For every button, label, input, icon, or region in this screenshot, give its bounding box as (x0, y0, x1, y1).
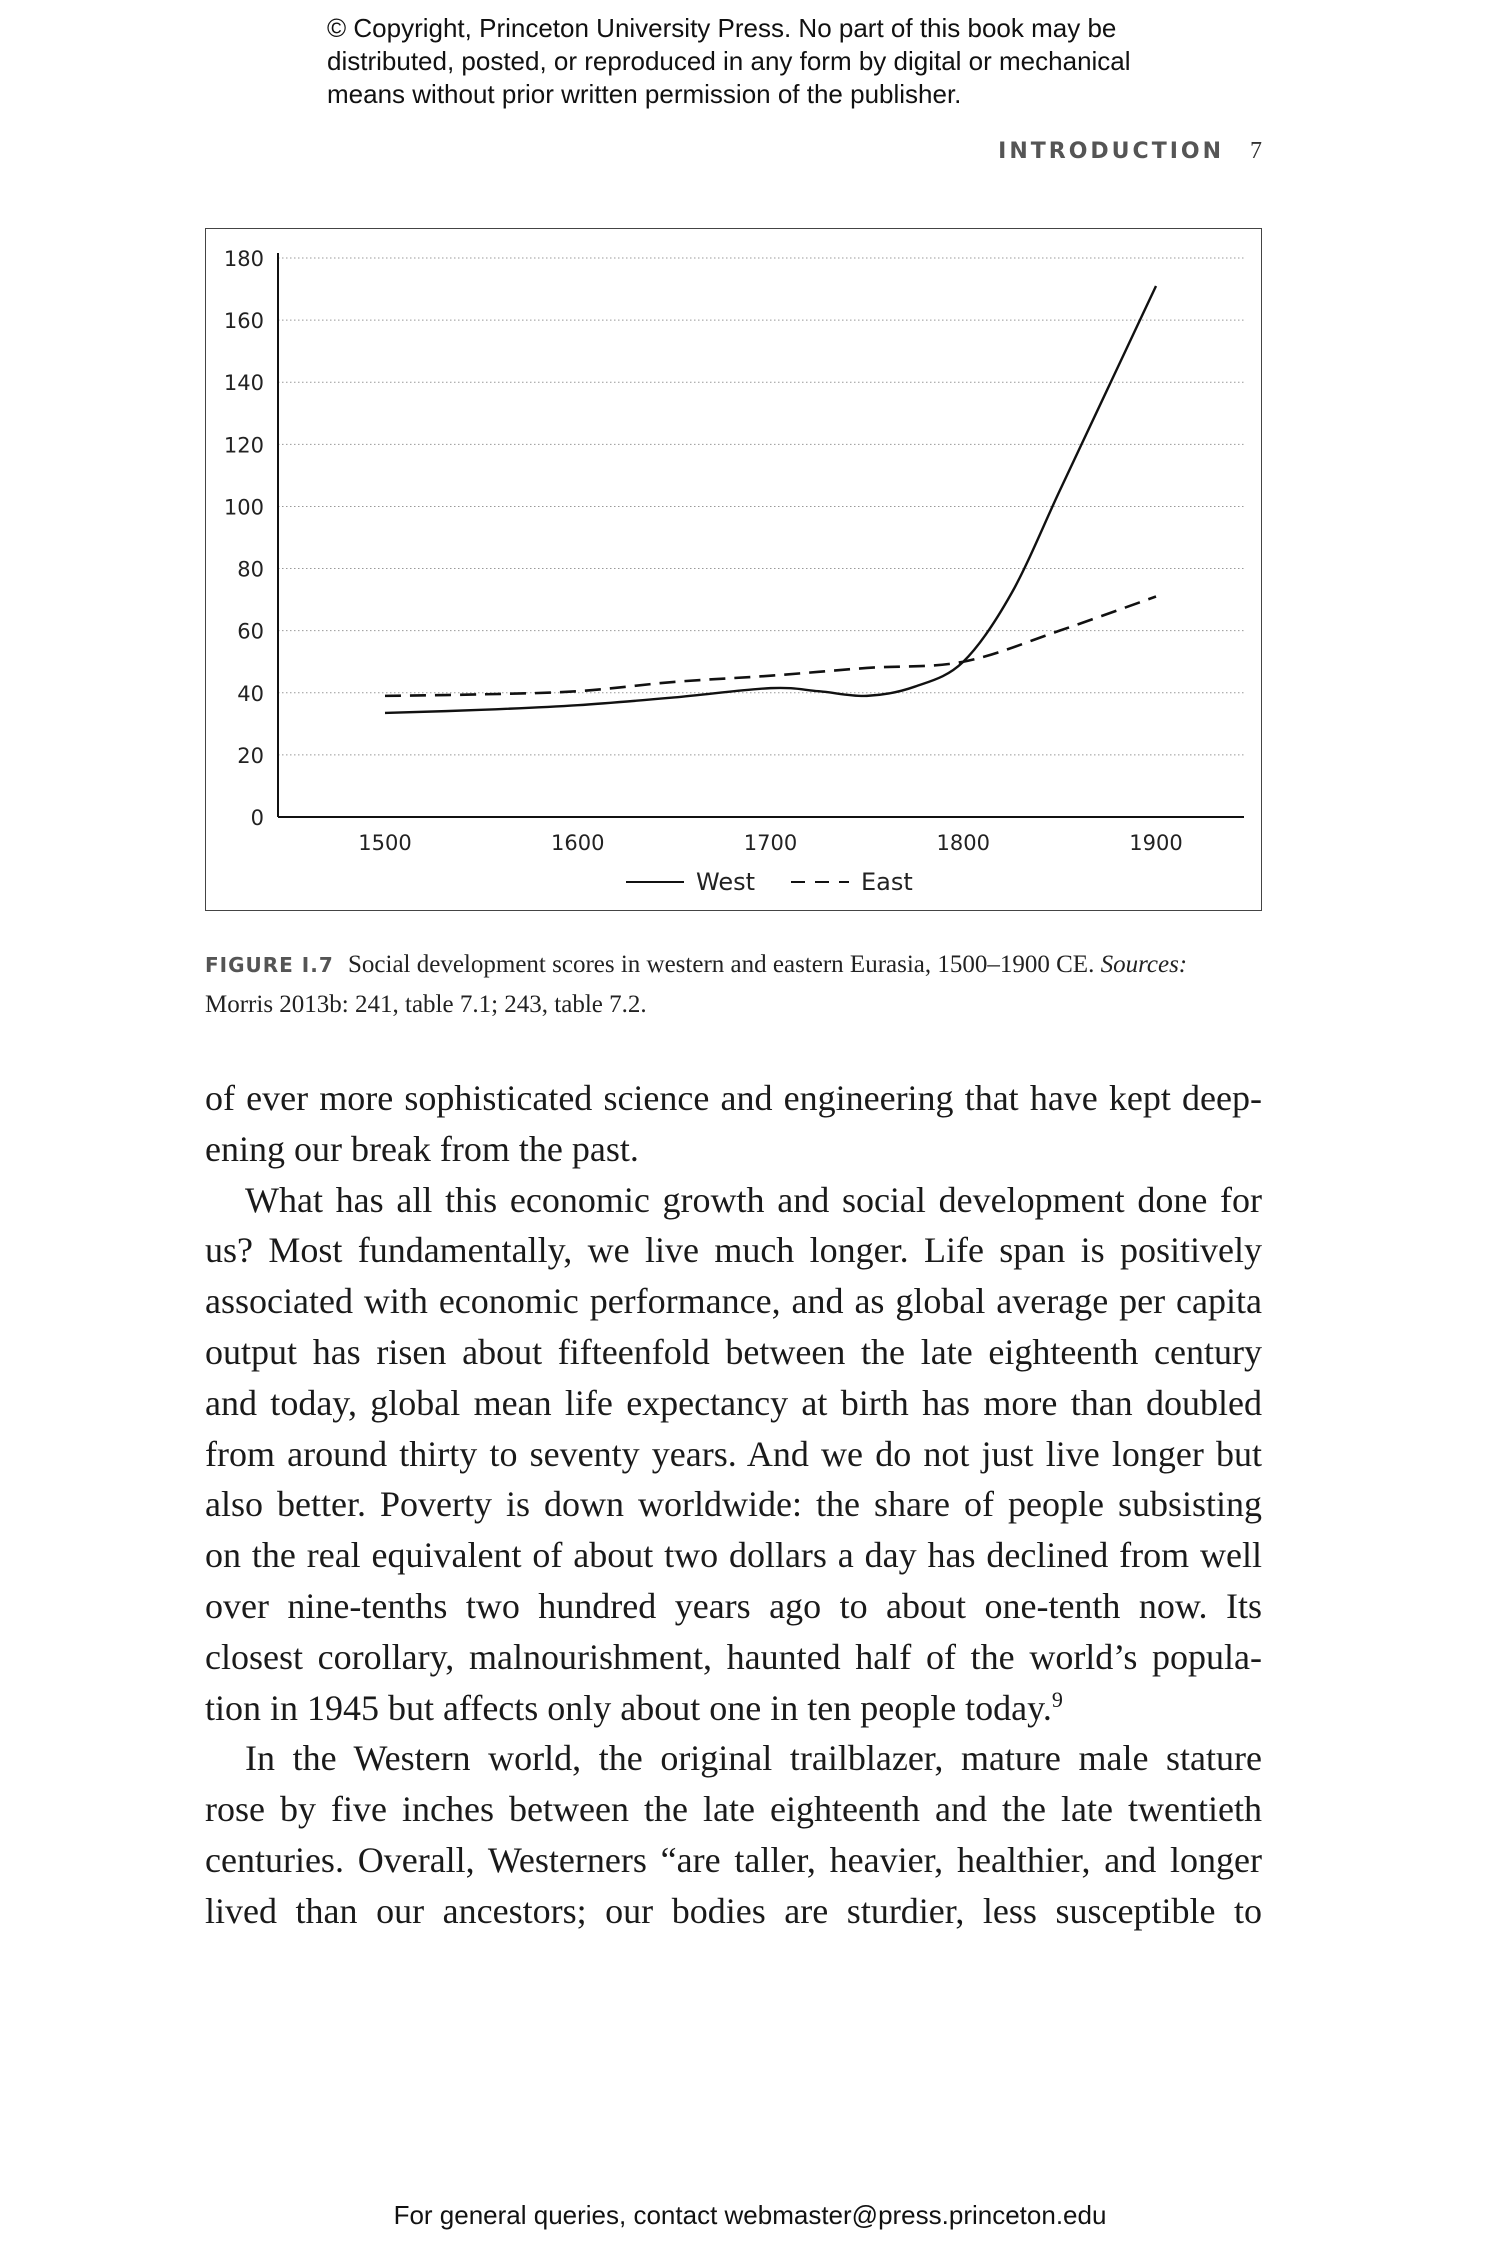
x-tick-label: 1700 (744, 831, 797, 855)
copyright-line: © Copyright, Princeton University Press.… (327, 13, 1117, 43)
text-line-content: output has risen about fifteenfold betwe… (205, 1331, 1262, 1372)
y-tick-label: 160 (224, 309, 264, 333)
x-tick-label: 1600 (551, 831, 604, 855)
text-line: What has all this economic growth and so… (205, 1175, 1262, 1226)
text-line-content: closest corollary, malnourishment, haunt… (205, 1636, 1262, 1677)
text-line-content: rose by five inches between the late eig… (205, 1789, 1262, 1830)
body-text: of ever more sophisticated science and e… (205, 1073, 1262, 1937)
text-line-content: associated with economic performance, an… (205, 1281, 1262, 1322)
text-line-content: on the real equivalent of about two doll… (205, 1535, 1262, 1576)
y-tick-label: 180 (224, 247, 264, 271)
text-line: over nine-tenths two hundred years ago t… (205, 1581, 1262, 1632)
text-line-content: over nine-tenths two hundred years ago t… (205, 1585, 1262, 1626)
running-head: INTRODUCTION 7 (998, 138, 1262, 165)
text-line: us? Most fundamentally, we live much lon… (205, 1225, 1262, 1276)
text-line-content: of ever more sophisticated science and e… (205, 1078, 1262, 1118)
text-line-content: In the Western world, the original trail… (245, 1738, 1262, 1779)
caption-text: Social development scores in western and… (348, 951, 1095, 978)
footer-contact: For general queries, contact webmaster@p… (393, 2200, 1107, 2230)
text-line: closest corollary, malnourishment, haunt… (205, 1632, 1262, 1683)
sources-label: Sources: (1100, 951, 1188, 978)
text-line: also better. Poverty is down worldwide: … (205, 1479, 1262, 1530)
y-tick-label: 20 (237, 744, 264, 768)
section-title: INTRODUCTION (998, 139, 1224, 164)
text-line-content: us? Most fundamentally, we live much lon… (205, 1230, 1262, 1271)
text-line-content: also better. Poverty is down worldwide: … (205, 1484, 1262, 1525)
text-line-content: lived than our ancestors; our bodies are… (205, 1890, 1262, 1931)
figure-chart: 0 20 40 60 80 100 120 140 160 180 1500 1600 1700 1800… (205, 228, 1262, 911)
x-tick-label: 1500 (358, 831, 411, 855)
text-line: rose by five inches between the late eig… (205, 1784, 1262, 1835)
figure-label: FIGURE I.7 (205, 953, 334, 977)
text-line-content: tion in 1945 but affects only about one … (205, 1687, 1052, 1728)
line-chart: 0 20 40 60 80 100 120 140 160 180 1500 1600 1700 1800… (224, 247, 1244, 896)
text-line-content: ening our break from the past. (205, 1128, 639, 1169)
text-line: and today, global mean life expectancy a… (205, 1378, 1262, 1429)
footnote-marker: 9 (1051, 1686, 1063, 1712)
y-tick-label: 80 (237, 558, 264, 582)
text-line: tion in 1945 but affects only about one … (205, 1683, 1262, 1734)
copyright-line: distributed, posted, or reproduced in an… (327, 46, 1131, 76)
y-tick-label: 60 (237, 620, 264, 644)
legend-label: West (696, 868, 755, 896)
series-line-west (384, 285, 1158, 715)
page-number: 7 (1250, 138, 1262, 164)
figure-caption: FIGURE I.7 Social development scores in … (205, 945, 1262, 1025)
text-line: centuries. Overall, Westerners “are tall… (205, 1835, 1262, 1886)
y-tick-label: 40 (237, 682, 264, 706)
text-line-content: centuries. Overall, Westerners “are tall… (205, 1839, 1262, 1880)
text-line-content: from around thirty to seventy years. And… (205, 1433, 1262, 1474)
y-tick-label: 0 (251, 806, 264, 830)
caption-sources: Morris 2013b: 241, table 7.1; 243, table… (205, 991, 647, 1018)
x-tick-label: 1900 (1129, 831, 1182, 855)
text-line: ening our break from the past. (205, 1124, 1262, 1175)
text-line-content: What has all this economic growth and so… (245, 1179, 1262, 1220)
x-tick-label: 1800 (937, 831, 990, 855)
copyright-notice: © Copyright, Princeton University Press.… (327, 12, 1227, 111)
text-line: on the real equivalent of about two doll… (205, 1530, 1262, 1581)
text-line: In the Western world, the original trail… (205, 1733, 1262, 1784)
legend-label: East (861, 868, 913, 896)
copyright-line: means without prior written permission o… (327, 79, 962, 109)
text-line: associated with economic performance, an… (205, 1276, 1262, 1327)
text-line: of ever more sophisticated science and e… (205, 1073, 1262, 1124)
text-line: output has risen about fifteenfold betwe… (205, 1327, 1262, 1378)
text-line: lived than our ancestors; our bodies are… (205, 1886, 1262, 1937)
y-tick-label: 140 (224, 371, 264, 395)
text-line-content: and today, global mean life expectancy a… (205, 1382, 1262, 1423)
y-tick-label: 100 (224, 495, 264, 519)
y-tick-label: 120 (224, 433, 264, 457)
text-line: from around thirty to seventy years. And… (205, 1429, 1262, 1480)
series-line-east (384, 595, 1157, 698)
